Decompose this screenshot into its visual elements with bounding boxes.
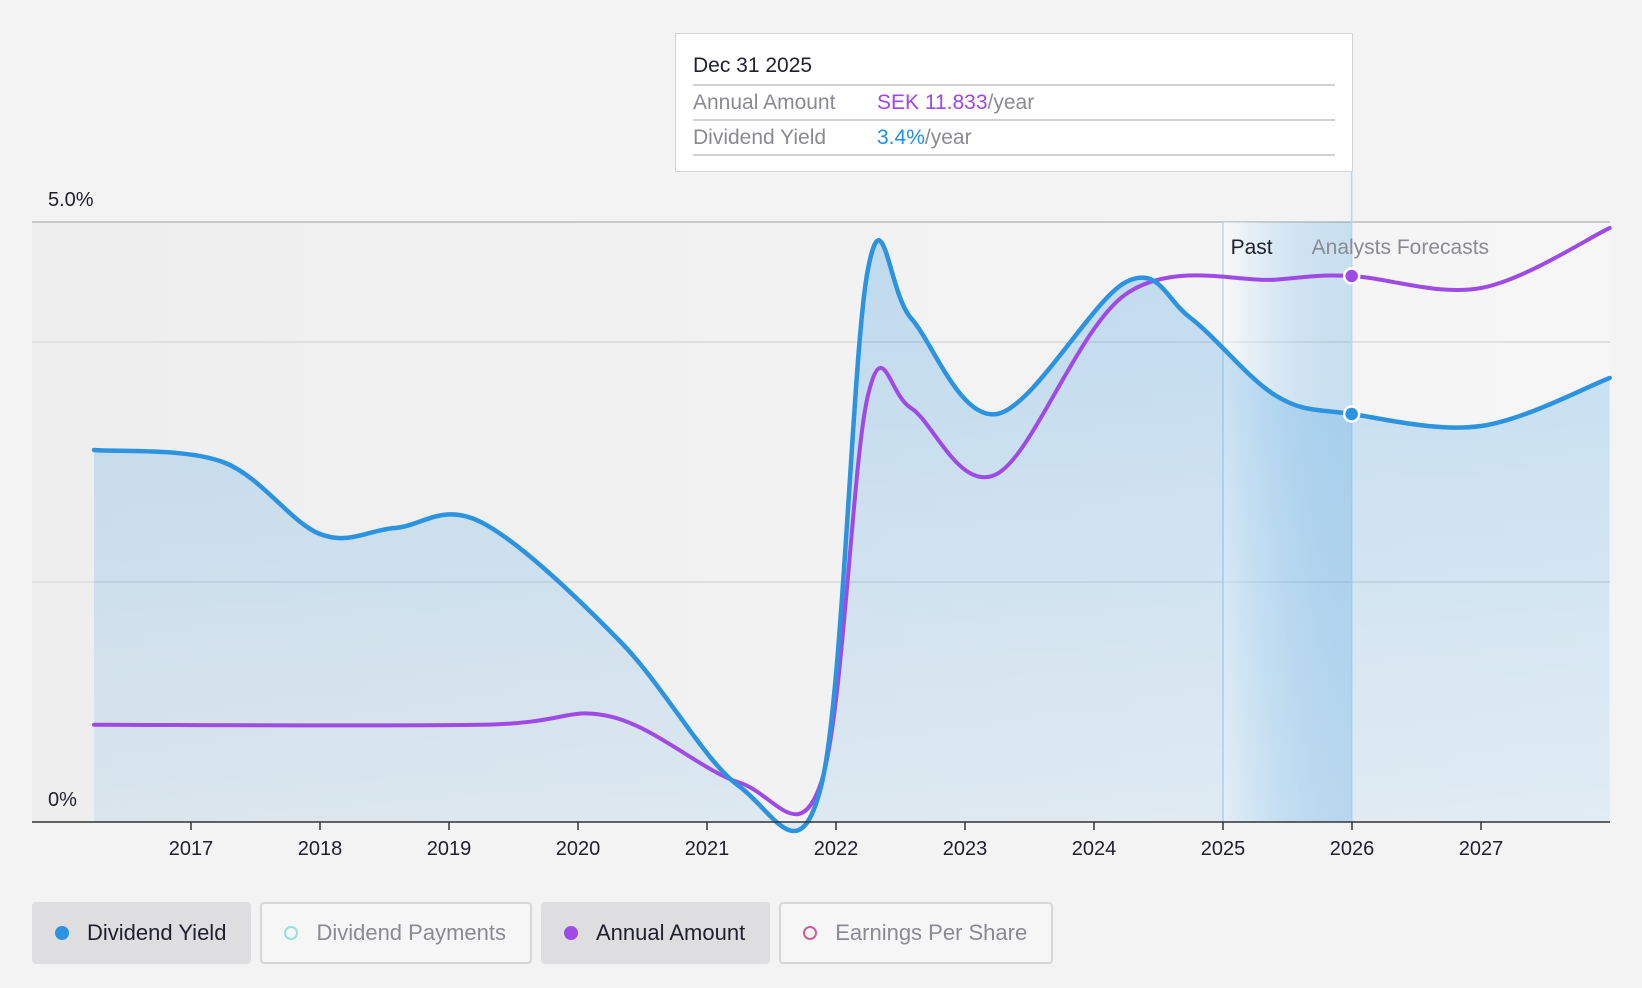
tooltip-date: Dec 31 2025 — [693, 34, 1335, 86]
tooltip-unit: /year — [987, 91, 1035, 114]
series-lines — [91, 226, 1612, 834]
dividend-yield-line — [91, 238, 1612, 834]
legend: Dividend Yield Dividend Payments Annual … — [32, 902, 1054, 964]
axis-labels: 5.0% 0% Past Analysts Forecasts — [48, 189, 1489, 811]
x-tick-label: 2021 — [685, 838, 730, 860]
x-tick-label: 2025 — [1201, 838, 1246, 860]
tooltip-value: SEK 11.833 — [877, 91, 988, 114]
hover-tooltip: Dec 31 2025 Annual Amount SEK 11.833 /ye… — [675, 33, 1353, 172]
x-tick-label: 2026 — [1330, 838, 1375, 860]
x-tick-label: 2024 — [1072, 838, 1117, 860]
legend-dot-icon — [55, 926, 69, 940]
x-tick-label: 2019 — [427, 838, 472, 860]
annual-amount-marker — [1342, 267, 1361, 285]
tooltip-unit: /year — [924, 126, 972, 149]
annual-amount-line — [92, 226, 1612, 817]
tooltip-value: 3.4% — [877, 126, 925, 149]
y-tick-label: 5.0% — [48, 189, 94, 211]
legend-ring-icon — [803, 926, 818, 940]
legend-ring-icon — [284, 926, 299, 940]
x-tick-label: 2020 — [556, 838, 601, 860]
hover-markers — [1342, 267, 1361, 423]
legend-dot-icon — [563, 926, 578, 940]
tooltip-row-dividend-yield: Dividend Yield 3.4% /year — [693, 121, 1335, 156]
y-tick-label: 0% — [48, 789, 77, 811]
x-tick-label: 2017 — [169, 838, 214, 860]
past-label: Past — [1231, 236, 1273, 259]
legend-label: Earnings Per Share — [835, 920, 1028, 945]
legend-dividend-payments-button[interactable]: Dividend Payments — [260, 902, 532, 964]
tooltip-label: Annual Amount — [693, 91, 836, 114]
legend-label: Dividend Yield — [87, 920, 227, 945]
legend-label: Annual Amount — [595, 920, 746, 945]
tooltip-row-annual-amount: Annual Amount SEK 11.833 /year — [693, 86, 1335, 121]
tooltip-label: Dividend Yield — [693, 126, 827, 149]
x-tick-label: 2022 — [814, 838, 859, 860]
x-tick-label: 2027 — [1459, 838, 1504, 860]
legend-earnings-per-share-button[interactable]: Earnings Per Share — [779, 902, 1054, 964]
legend-annual-amount-button[interactable]: Annual Amount — [540, 902, 771, 964]
legend-dividend-yield-button[interactable]: Dividend Yield — [32, 902, 252, 964]
x-tick-label: 2018 — [298, 838, 343, 860]
x-axis: 2017 2018 2019 2020 2021 2022 2023 2024 2025 2026… — [32, 821, 1610, 860]
forecast-label: Analysts Forecasts — [1312, 236, 1489, 259]
x-tick-label: 2023 — [943, 838, 988, 860]
legend-label: Dividend Payments — [316, 920, 506, 945]
dividend-yield-marker — [1342, 405, 1361, 423]
